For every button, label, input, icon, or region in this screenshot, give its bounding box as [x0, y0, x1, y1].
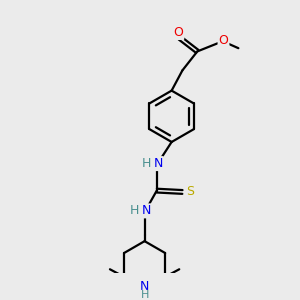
Text: O: O: [173, 26, 183, 39]
Text: H: H: [130, 204, 139, 218]
Text: H: H: [142, 157, 151, 170]
Text: S: S: [186, 185, 194, 199]
Text: N: N: [141, 204, 151, 218]
Text: N: N: [140, 280, 149, 292]
Text: N: N: [153, 157, 163, 170]
Text: H: H: [140, 290, 149, 300]
Text: O: O: [219, 34, 229, 47]
